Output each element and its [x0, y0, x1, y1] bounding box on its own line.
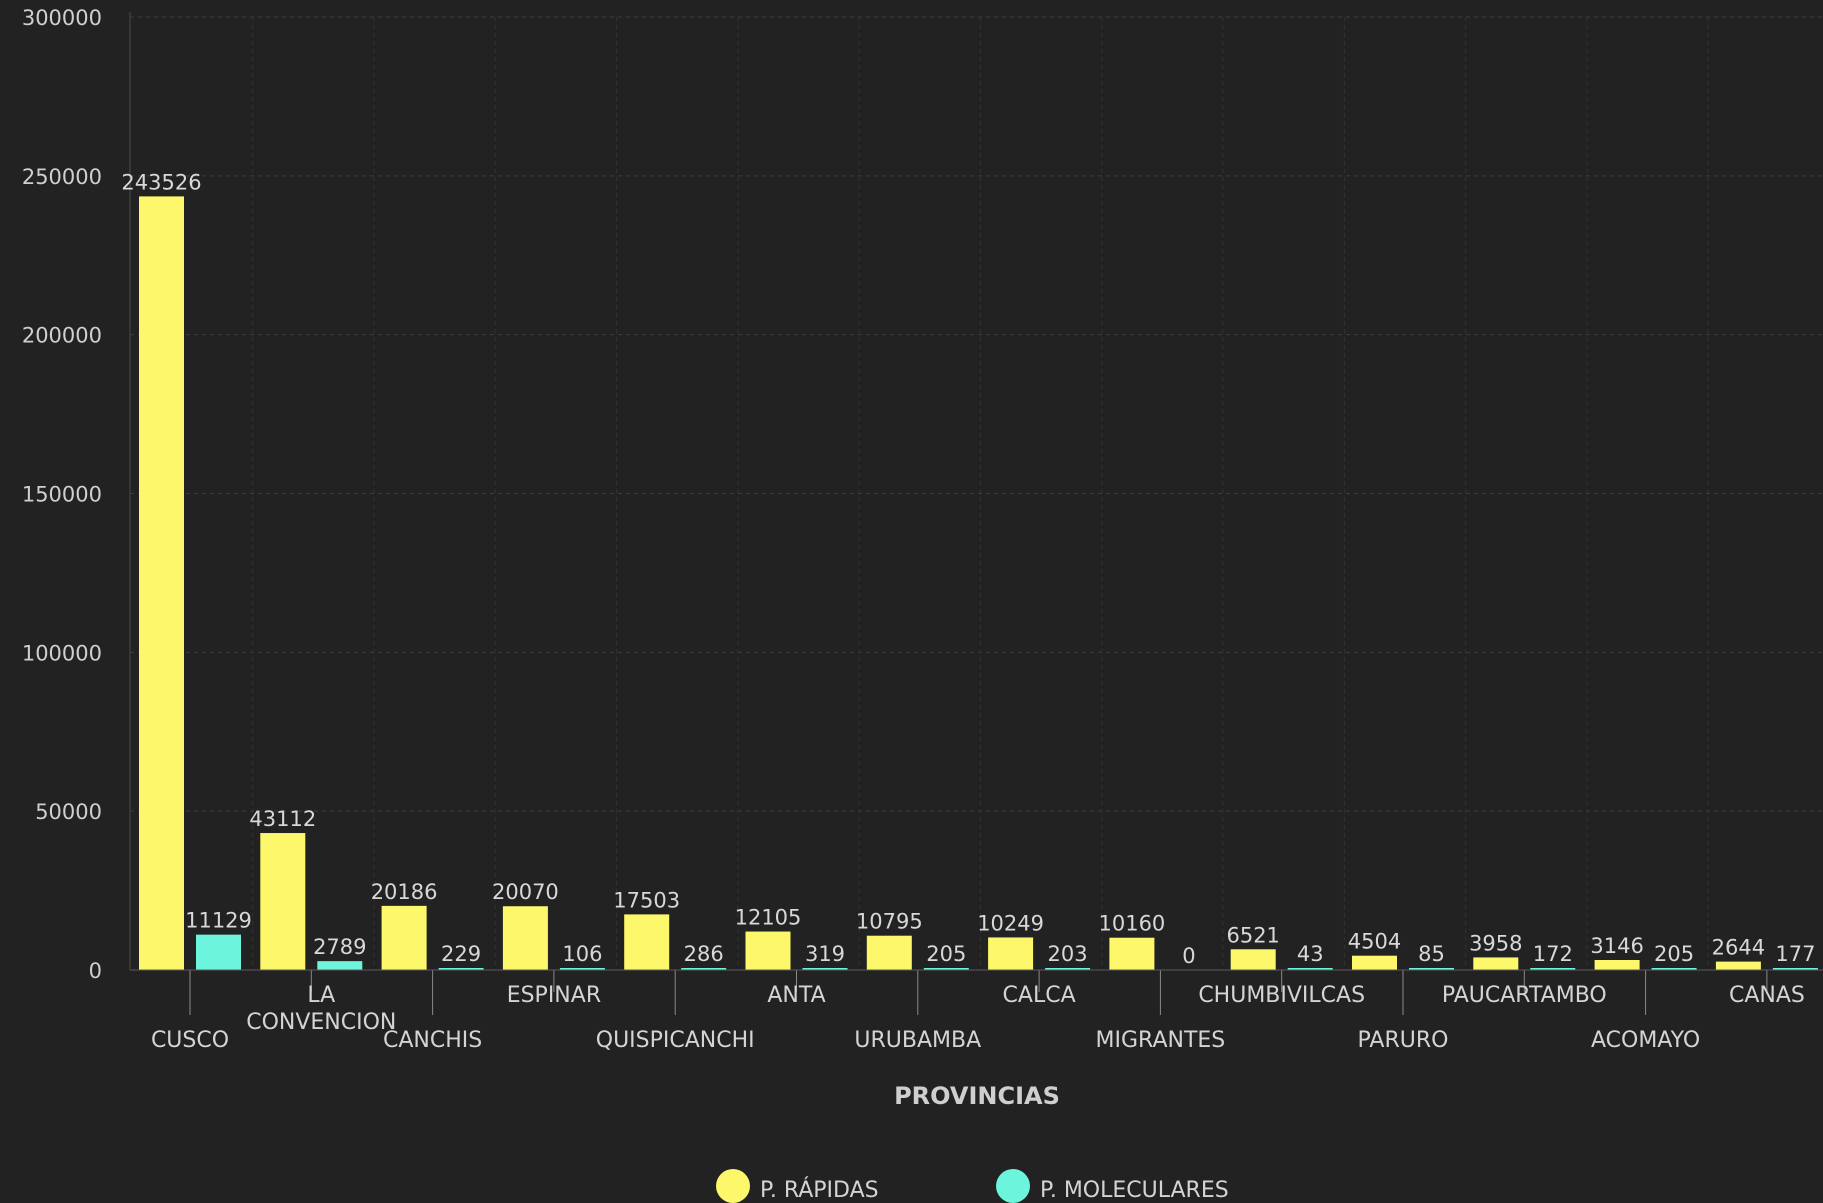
- y-tick-label: 150000: [22, 483, 102, 507]
- gridlines: [130, 16, 1823, 970]
- legend-label-moleculares: P. MOLECULARES: [1040, 1178, 1229, 1203]
- x-category-label: MIGRANTES: [1096, 1028, 1226, 1053]
- x-category-label: ANTA: [767, 983, 825, 1008]
- data-label: 3146: [1590, 934, 1643, 958]
- bar-rapidas-2[interactable]: [381, 905, 427, 970]
- data-label: 0: [1182, 944, 1195, 968]
- x-category-label: CANCHIS: [383, 1028, 482, 1053]
- y-tick-label: 50000: [35, 800, 102, 824]
- y-tick-label: 300000: [22, 6, 102, 30]
- bar-moleculares-13[interactable]: [1772, 968, 1818, 970]
- data-label: 319: [805, 942, 845, 966]
- legend[interactable]: P. RÁPIDAS P. MOLECULARES: [716, 1169, 1229, 1203]
- bar-rapidas-1[interactable]: [260, 833, 306, 970]
- bar-moleculares-12[interactable]: [1651, 968, 1697, 970]
- data-label: 106: [562, 942, 602, 966]
- data-label: 10795: [856, 910, 923, 934]
- bar-rapidas-8[interactable]: [1109, 937, 1155, 970]
- bar-moleculares-5[interactable]: [802, 968, 848, 970]
- data-label: 177: [1775, 942, 1815, 966]
- x-category-label: LA: [307, 983, 335, 1008]
- data-label: 43: [1297, 942, 1324, 966]
- y-tick-label: 0: [89, 959, 102, 983]
- data-label: 20186: [371, 880, 438, 904]
- bar-moleculares-6[interactable]: [923, 968, 969, 970]
- x-category-label: QUISPICANCHI: [596, 1028, 755, 1053]
- bar-rapidas-9[interactable]: [1230, 949, 1276, 970]
- x-category-label: URUBAMBA: [854, 1028, 981, 1053]
- data-label: 11129: [185, 909, 252, 933]
- bar-moleculares-3[interactable]: [559, 968, 605, 970]
- data-label: 2789: [313, 935, 366, 959]
- data-label: 6521: [1226, 923, 1279, 947]
- legend-swatch-rapidas: [716, 1169, 750, 1203]
- bar-rapidas-7[interactable]: [988, 937, 1034, 970]
- data-label: 85: [1418, 942, 1445, 966]
- y-tick-label: 100000: [22, 641, 102, 665]
- x-category-label: PARURO: [1358, 1028, 1449, 1053]
- data-label: 4504: [1348, 930, 1401, 954]
- data-label: 243526: [121, 170, 201, 194]
- x-category-label: CUSCO: [151, 1028, 229, 1053]
- bar-rapidas-0[interactable]: [139, 196, 184, 971]
- bar-rapidas-3[interactable]: [502, 906, 548, 970]
- data-label: 205: [926, 942, 966, 966]
- x-category-label: CANAS: [1729, 983, 1805, 1008]
- y-tick-label: 200000: [22, 324, 102, 348]
- data-label: 20070: [492, 880, 559, 904]
- bar-rapidas-13[interactable]: [1715, 961, 1761, 970]
- bar-moleculares-7[interactable]: [1045, 968, 1091, 970]
- legend-swatch-moleculares: [996, 1169, 1030, 1203]
- bar-rapidas-11[interactable]: [1473, 957, 1519, 970]
- y-tick-label: 250000: [22, 165, 102, 189]
- data-label: 12105: [735, 906, 802, 930]
- data-label: 229: [441, 942, 481, 966]
- x-category-label: CALCA: [1003, 983, 1076, 1008]
- y-axis: 0 50000 100000 150000 200000 250000 300000: [22, 6, 131, 983]
- bar-rapidas-10[interactable]: [1352, 955, 1397, 970]
- data-label: 17503: [613, 888, 680, 912]
- data-label: 203: [1048, 942, 1088, 966]
- legend-label-rapidas: P. RÁPIDAS: [760, 1177, 879, 1203]
- data-label: 3958: [1469, 931, 1522, 955]
- data-label: 10160: [1098, 912, 1165, 936]
- x-category-label: PAUCARTAMBO: [1442, 983, 1607, 1008]
- x-category-label: CONVENCION: [246, 1010, 396, 1035]
- bars: 243526 11129 43112 2789 20186 229 20070 106 1750…: [121, 170, 1818, 971]
- x-category-label: CHUMBIVILCAS: [1198, 983, 1365, 1008]
- data-label: 2644: [1712, 936, 1765, 960]
- legend-item-rapidas[interactable]: P. RÁPIDAS: [716, 1169, 879, 1203]
- data-label: 172: [1533, 942, 1573, 966]
- data-label: 286: [684, 942, 724, 966]
- bar-moleculares-2[interactable]: [438, 968, 484, 970]
- bar-moleculares-10[interactable]: [1409, 968, 1454, 970]
- data-label: 205: [1654, 942, 1694, 966]
- bar-moleculares-4[interactable]: [681, 968, 727, 970]
- data-label: 43112: [249, 807, 316, 831]
- x-category-label: ACOMAYO: [1591, 1028, 1700, 1053]
- x-category-label: ESPINAR: [507, 983, 601, 1008]
- x-axis-title: PROVINCIAS: [894, 1082, 1060, 1110]
- bar-rapidas-5[interactable]: [745, 931, 791, 970]
- bar-rapidas-12[interactable]: [1594, 960, 1640, 970]
- data-label: 10249: [977, 911, 1044, 935]
- legend-item-moleculares[interactable]: P. MOLECULARES: [996, 1169, 1229, 1203]
- bar-moleculares-11[interactable]: [1530, 968, 1576, 970]
- bar-rapidas-6[interactable]: [866, 935, 912, 970]
- bar-moleculares-0[interactable]: [196, 934, 241, 970]
- bar-moleculares-1[interactable]: [317, 961, 363, 970]
- bar-moleculares-9[interactable]: [1287, 968, 1333, 970]
- bar-rapidas-4[interactable]: [624, 914, 670, 970]
